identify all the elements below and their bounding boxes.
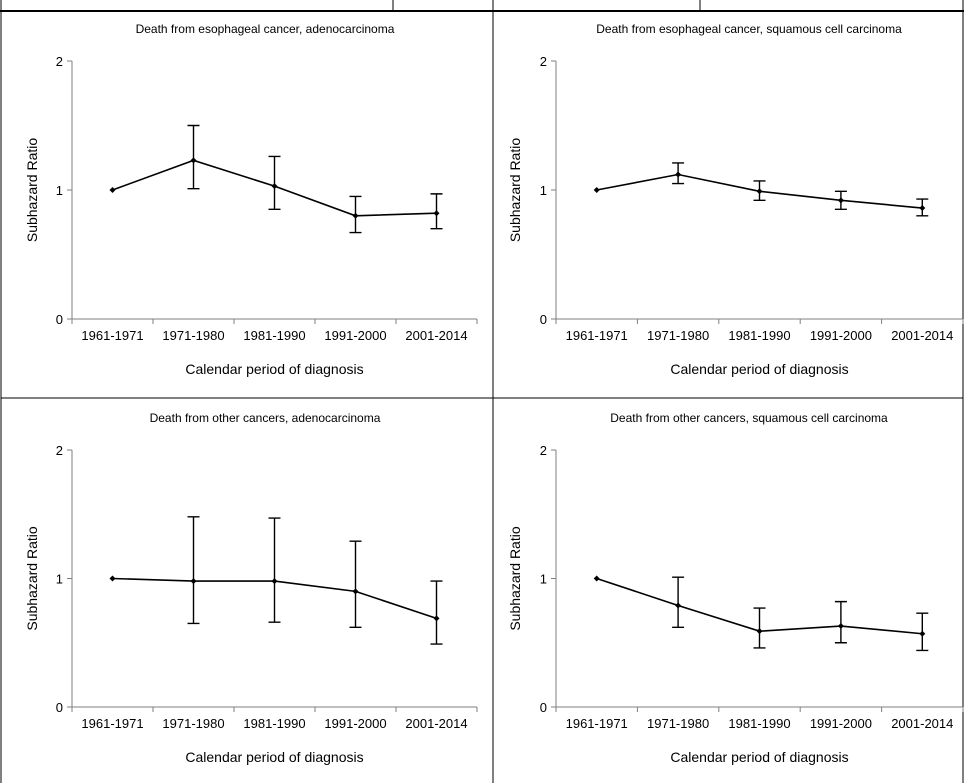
y-axis-title: Subhazard Ratio [24, 526, 40, 631]
data-point-marker [593, 575, 600, 582]
y-tick-label: 0 [56, 700, 63, 715]
x-axis-title: Calendar period of diagnosis [185, 749, 363, 765]
x-tick-label: 1981-1990 [728, 716, 790, 731]
x-tick-label: 2001-2014 [891, 328, 953, 343]
data-point-marker [352, 212, 359, 219]
error-bar [430, 580, 443, 645]
x-tick-label: 1991-2000 [324, 328, 386, 343]
x-tick-label: 2001-2014 [891, 716, 953, 731]
error-bar [187, 124, 200, 190]
data-point-marker [190, 578, 197, 585]
y-tick-label: 2 [540, 443, 547, 458]
y-axis-title: Subhazard Ratio [507, 138, 523, 243]
x-axis-title: Calendar period of diagnosis [670, 749, 848, 765]
chart-title: Death from other cancers, adenocarcinoma [150, 411, 381, 425]
x-axis-title: Calendar period of diagnosis [670, 361, 848, 377]
chart-panel: Death from other cancers, adenocarcinoma… [24, 411, 478, 765]
x-tick-label: 1971-1980 [162, 328, 224, 343]
x-tick-label: 1961-1971 [566, 328, 628, 343]
chart-panel: Death from esophageal cancer, adenocarci… [24, 22, 478, 377]
y-tick-label: 1 [540, 572, 547, 587]
y-axis-title: Subhazard Ratio [507, 526, 523, 631]
error-bar [672, 576, 685, 629]
chart-title: Death from esophageal cancer, squamous c… [596, 22, 902, 36]
data-point-marker [271, 578, 278, 585]
error-bar [753, 607, 766, 649]
data-point-marker [271, 183, 278, 190]
data-point-marker [919, 205, 926, 212]
x-tick-label: 2001-2014 [405, 328, 467, 343]
chart-panel: Death from esophageal cancer, squamous c… [507, 22, 964, 377]
data-point-marker [756, 628, 763, 635]
x-tick-label: 1971-1980 [162, 716, 224, 731]
data-point-marker [433, 615, 440, 622]
data-point-marker [352, 588, 359, 595]
y-axis-title: Subhazard Ratio [24, 138, 40, 243]
y-tick-label: 1 [56, 183, 63, 198]
y-tick-label: 2 [56, 54, 63, 69]
x-axis-title: Calendar period of diagnosis [185, 361, 363, 377]
error-bar [187, 516, 200, 625]
x-tick-label: 1991-2000 [810, 716, 872, 731]
x-tick-label: 1981-1990 [728, 328, 790, 343]
data-point-marker [919, 630, 926, 637]
chart-panels: Death from esophageal cancer, adenocarci… [24, 22, 964, 765]
y-tick-label: 0 [540, 312, 547, 327]
data-point-marker [109, 187, 116, 193]
error-bar [268, 517, 281, 623]
error-bar [268, 155, 281, 211]
y-tick-label: 1 [540, 183, 547, 198]
x-tick-label: 1991-2000 [324, 716, 386, 731]
x-tick-label: 2001-2014 [405, 716, 467, 731]
data-point-marker [190, 157, 197, 164]
error-bar [349, 540, 362, 629]
x-tick-label: 1961-1971 [566, 716, 628, 731]
chart-title: Death from esophageal cancer, adenocarci… [136, 22, 395, 36]
data-point-marker [675, 171, 682, 178]
data-point-marker [675, 602, 682, 609]
data-point-marker [837, 623, 844, 630]
data-point-marker [109, 575, 116, 582]
chart-title: Death from other cancers, squamous cell … [610, 411, 888, 425]
x-tick-label: 1961-1971 [81, 716, 143, 731]
x-tick-label: 1971-1980 [647, 716, 709, 731]
x-tick-label: 1971-1980 [647, 328, 709, 343]
x-tick-label: 1981-1990 [243, 716, 305, 731]
y-tick-label: 0 [56, 312, 63, 327]
y-tick-label: 1 [56, 572, 63, 587]
y-tick-label: 2 [540, 54, 547, 69]
chart-panel: Death from other cancers, squamous cell … [507, 411, 964, 765]
y-tick-label: 2 [56, 443, 63, 458]
data-point-marker [837, 197, 844, 204]
x-tick-label: 1981-1990 [243, 328, 305, 343]
data-point-marker [433, 210, 440, 217]
data-point-marker [593, 187, 600, 193]
x-tick-label: 1991-2000 [810, 328, 872, 343]
y-tick-label: 0 [540, 700, 547, 715]
error-bar [834, 600, 847, 644]
data-point-marker [756, 188, 763, 195]
x-tick-label: 1961-1971 [81, 328, 143, 343]
